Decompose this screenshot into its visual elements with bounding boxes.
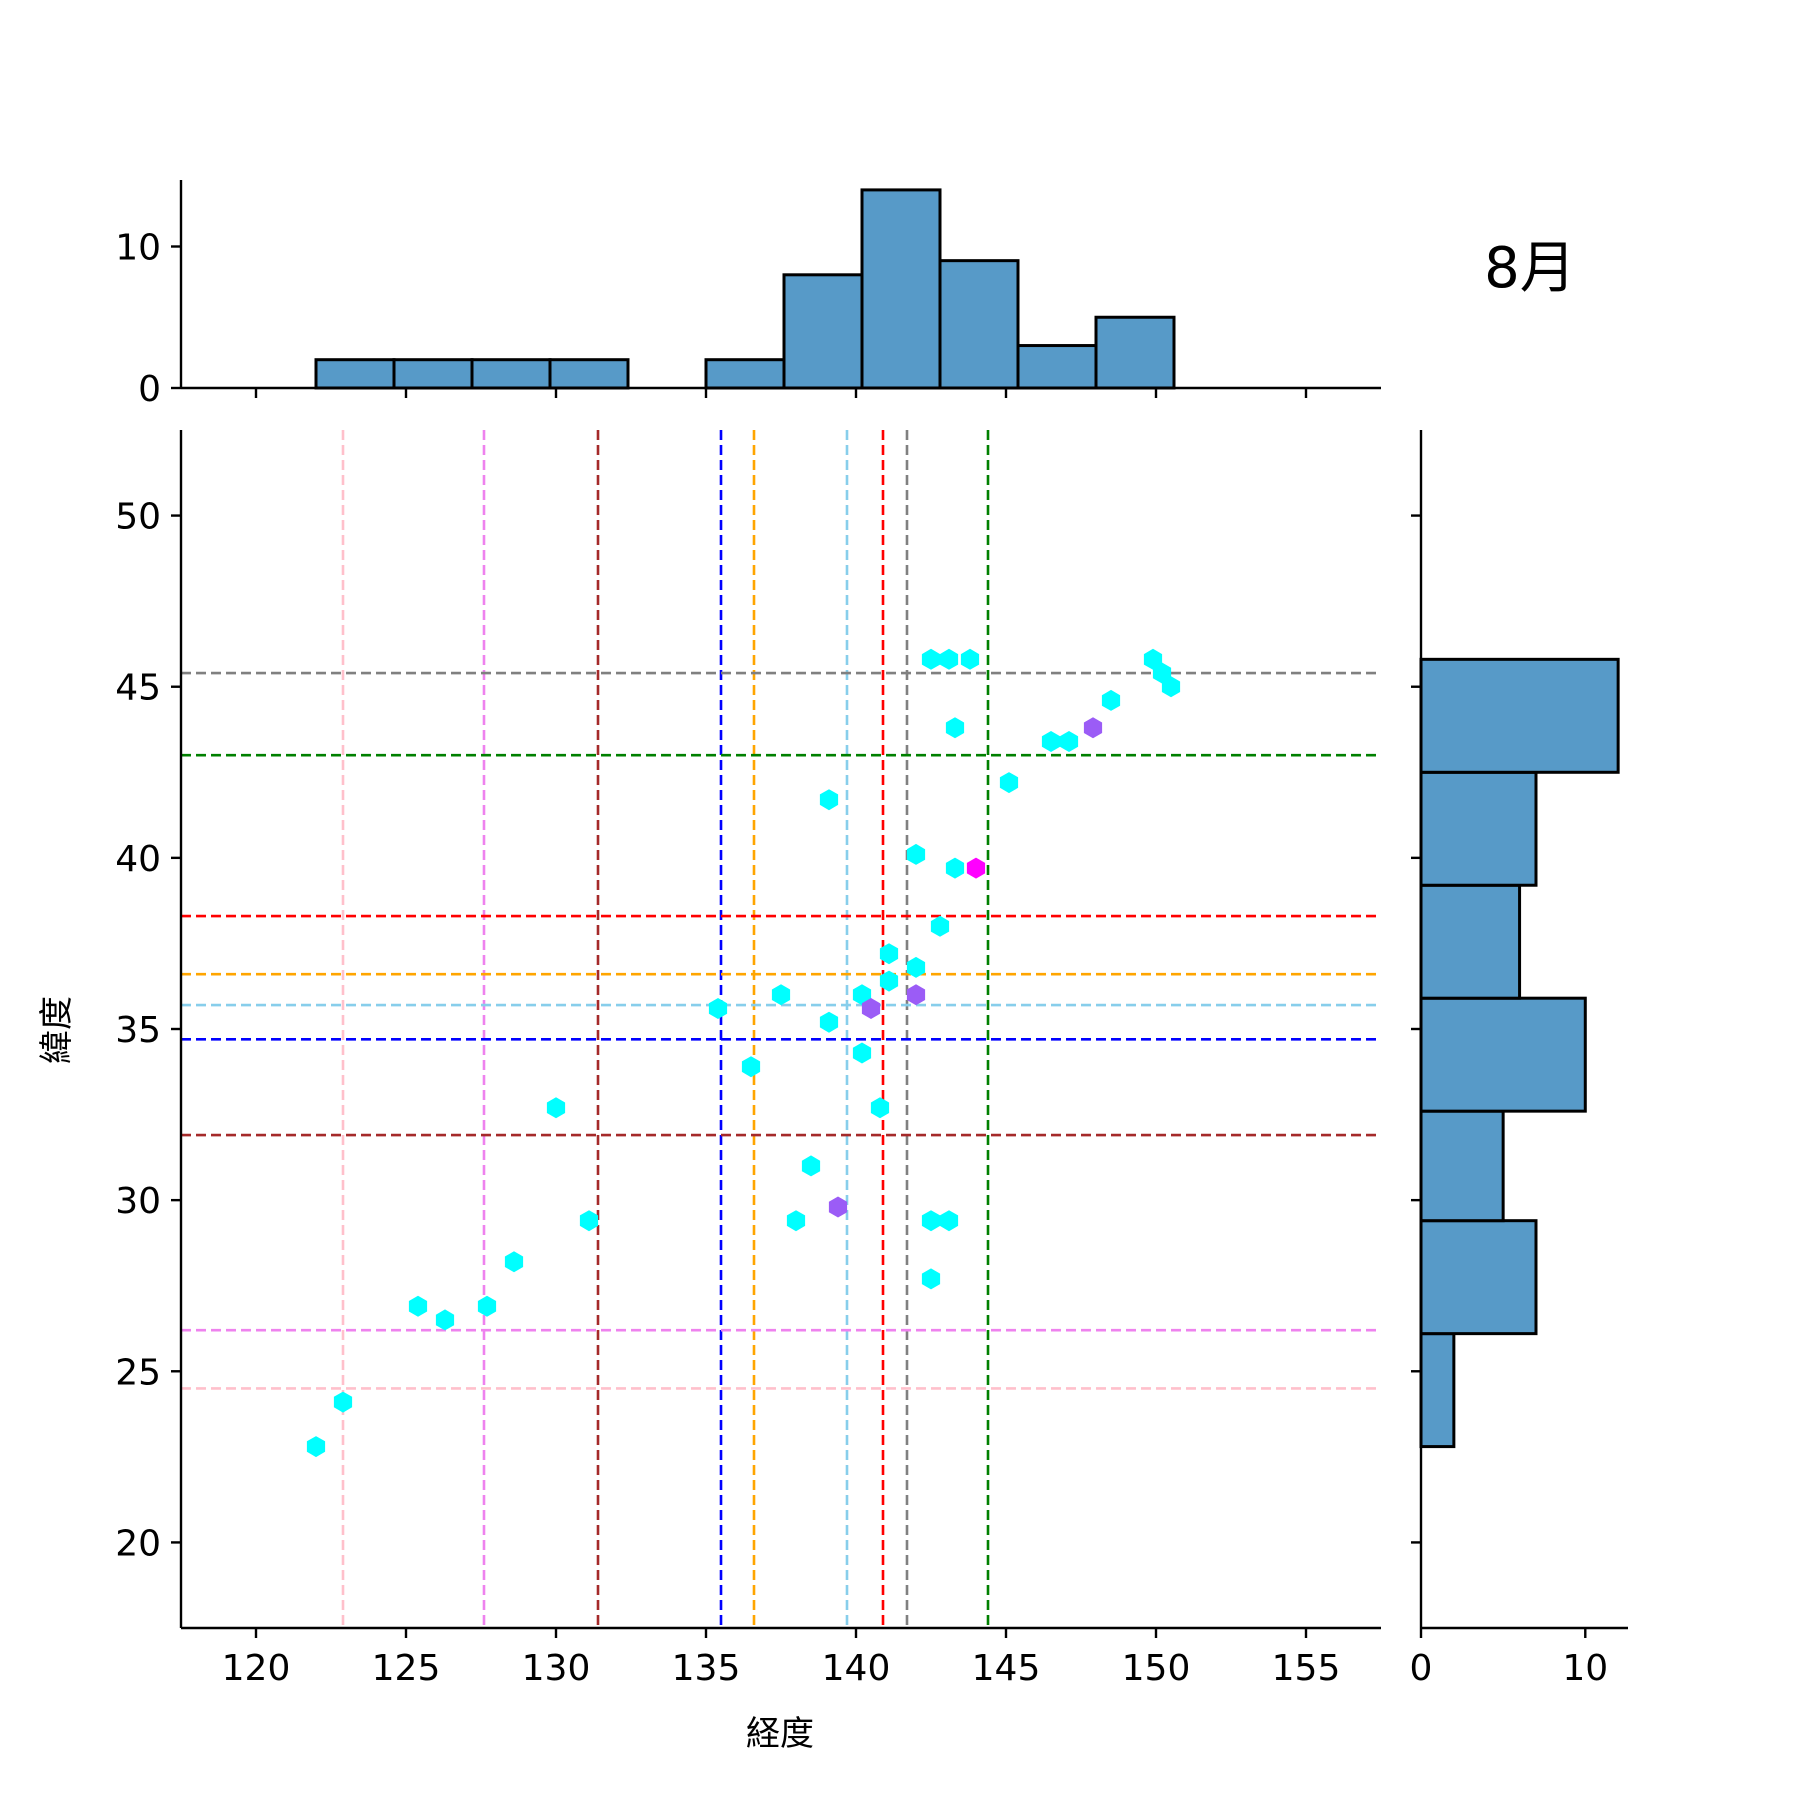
top-hist-y-tick-label: 10 <box>115 228 161 269</box>
y-tick-label: 40 <box>115 839 161 880</box>
x-tick-label: 155 <box>1272 1648 1341 1689</box>
data-point <box>477 1295 497 1317</box>
data-point <box>945 717 965 739</box>
y-tick-label: 45 <box>115 668 161 709</box>
data-point <box>408 1295 428 1317</box>
data-point <box>1083 717 1103 739</box>
histogram-bar <box>1419 996 1587 1113</box>
x-tick-label: 140 <box>822 1648 891 1689</box>
histogram-bar <box>1419 657 1620 774</box>
y-tick-label: 25 <box>115 1352 161 1393</box>
axes: 120 125 130 135 140 145 150 155 20 25 30 35 40 45 50 0 1… <box>115 180 1628 1689</box>
histogram-bar <box>1419 883 1522 1000</box>
histogram-bar <box>1016 344 1098 390</box>
data-point <box>960 648 980 670</box>
right-hist-x-tick-label: 0 <box>1410 1648 1433 1689</box>
data-point <box>1161 676 1181 698</box>
scatter-panel <box>181 430 1381 1628</box>
data-point <box>921 648 941 670</box>
histogram-bar <box>938 259 1020 390</box>
histogram-bar <box>782 273 864 390</box>
data-point <box>819 1011 839 1033</box>
data-point <box>906 843 926 865</box>
y-tick-label: 20 <box>115 1523 161 1564</box>
data-point <box>435 1309 455 1331</box>
data-point <box>879 970 899 992</box>
histogram-bar <box>1419 1109 1505 1223</box>
data-point <box>1101 689 1121 711</box>
data-point <box>939 1210 959 1232</box>
top-hist-y-tick-label: 0 <box>138 369 161 410</box>
y-tick-label: 50 <box>115 497 161 538</box>
data-point <box>546 1097 566 1119</box>
x-tick-label: 125 <box>372 1648 441 1689</box>
data-point <box>939 648 959 670</box>
data-point <box>504 1251 524 1273</box>
x-axis-title: 経度 <box>746 1714 814 1754</box>
scatter-points <box>306 648 1181 1458</box>
data-point <box>879 943 899 965</box>
data-point <box>1152 662 1172 684</box>
data-point <box>741 1056 761 1078</box>
x-tick-label: 145 <box>972 1648 1041 1689</box>
chart-title: 8月 <box>1484 236 1576 301</box>
data-point <box>966 857 986 879</box>
data-point <box>906 984 926 1006</box>
histogram-bar <box>1419 770 1538 887</box>
latitude-histogram <box>1419 657 1620 1449</box>
x-tick-label: 120 <box>222 1648 291 1689</box>
histogram-bar <box>1419 1219 1538 1336</box>
histogram-bar <box>704 358 786 390</box>
data-point <box>1041 731 1061 752</box>
data-point <box>786 1210 806 1232</box>
data-point <box>852 984 872 1006</box>
histogram-bar <box>314 358 396 390</box>
histogram-bar <box>548 358 630 390</box>
data-point <box>801 1155 821 1177</box>
y-axis-title: 緯度 <box>37 996 77 1064</box>
data-point <box>945 857 965 879</box>
data-point <box>306 1436 326 1458</box>
y-tick-label: 30 <box>115 1181 161 1222</box>
data-point <box>921 1268 941 1290</box>
reference-lines <box>181 430 1381 1628</box>
histogram-bar <box>1094 315 1176 390</box>
data-point <box>1059 731 1079 752</box>
data-point <box>1143 648 1163 670</box>
data-point <box>906 956 926 978</box>
y-tick-label: 35 <box>115 1010 161 1051</box>
data-point <box>579 1210 599 1232</box>
data-point <box>771 984 791 1006</box>
histogram-bar <box>392 358 474 390</box>
data-point <box>999 772 1019 794</box>
data-point <box>930 915 950 937</box>
data-point <box>921 1210 941 1232</box>
right-hist-x-tick-label: 10 <box>1562 1648 1608 1689</box>
data-point <box>708 998 728 1019</box>
data-point <box>333 1391 353 1413</box>
longitude-histogram <box>314 188 1176 390</box>
histogram-bar <box>470 358 552 390</box>
histogram-bar <box>860 188 942 390</box>
x-tick-label: 130 <box>522 1648 591 1689</box>
data-point <box>819 789 839 811</box>
x-tick-label: 150 <box>1122 1648 1191 1689</box>
data-point <box>861 998 881 1019</box>
histogram-bar <box>1419 1332 1456 1449</box>
data-point <box>852 1042 872 1064</box>
data-point <box>828 1196 848 1218</box>
x-tick-label: 135 <box>672 1648 741 1689</box>
data-point <box>870 1097 890 1119</box>
